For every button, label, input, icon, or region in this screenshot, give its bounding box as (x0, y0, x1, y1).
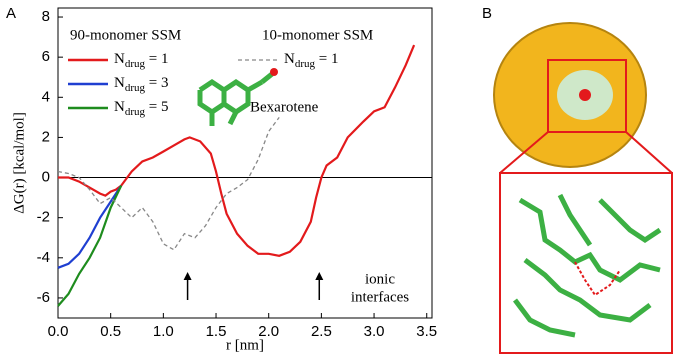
annotation: ionic (365, 271, 395, 287)
x-tick-label: 0.0 (48, 323, 69, 340)
legend-label: Ndrug = 1 (114, 51, 168, 69)
y-tick-label: 0 (42, 169, 50, 186)
y-tick-label: -4 (37, 249, 50, 266)
annotation: Bexarotene (250, 99, 319, 115)
x-tick-label: 2.5 (311, 323, 332, 340)
series-line (58, 186, 121, 306)
y-tick-label: 6 (42, 48, 50, 65)
x-tick-label: 1.5 (206, 323, 227, 340)
molecule-atom (270, 68, 278, 76)
legend-title: 10-monomer SSM (262, 27, 373, 43)
y-tick-label: -6 (37, 289, 50, 306)
legend-label: Ndrug = 3 (114, 75, 168, 93)
series-line (58, 117, 279, 249)
arrow-head (184, 272, 192, 280)
arrow-head (315, 272, 323, 280)
series-line (58, 45, 414, 256)
x-tick-label: 0.5 (100, 323, 121, 340)
x-tick-label: 3.0 (364, 323, 385, 340)
legend-label: Ndrug = 1 (284, 51, 338, 69)
y-tick-label: -2 (37, 209, 50, 226)
panel-label: A (6, 5, 16, 22)
x-tick-label: 2.0 (258, 323, 279, 340)
x-tick-label: 1.0 (153, 323, 174, 340)
y-axis-label: ΔG(r) [kcal/mol] (11, 112, 27, 214)
legend-label: Ndrug = 5 (114, 99, 168, 117)
y-tick-label: 2 (42, 128, 50, 145)
panel-b-image (494, 23, 672, 353)
y-tick-label: 4 (42, 88, 50, 105)
y-tick-label: 8 (42, 8, 50, 25)
annotation: interfaces (351, 289, 409, 305)
panel-label: B (482, 5, 492, 22)
x-tick-label: 3.5 (416, 323, 437, 340)
figure: A B r [nm] ΔG(r) [kcal/mol] -6-4-2024680… (0, 0, 675, 356)
legend-title: 90-monomer SSM (70, 27, 181, 43)
